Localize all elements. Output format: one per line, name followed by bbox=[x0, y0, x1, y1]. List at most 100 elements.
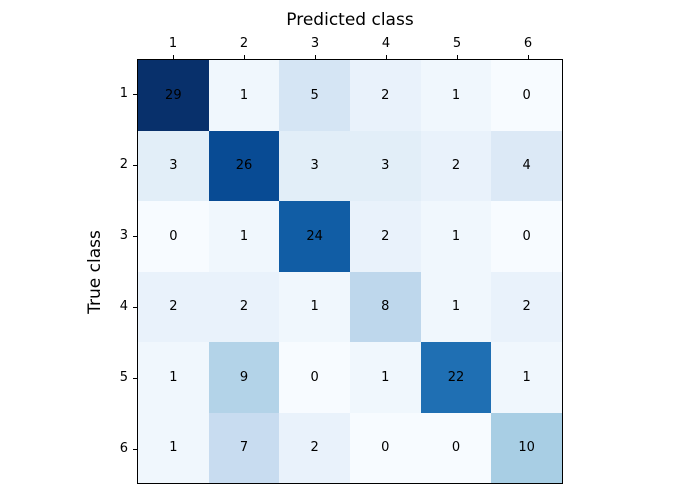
heatmap-cell-r2-c2: 26 bbox=[208, 130, 280, 201]
x-axis-title: Predicted class bbox=[286, 10, 414, 30]
cell-value: 10 bbox=[518, 440, 535, 456]
heatmap-cell-r1-c3: 5 bbox=[279, 60, 350, 131]
x-tick-label-1: 1 bbox=[168, 36, 178, 51]
y-tick-mark bbox=[133, 94, 137, 95]
heatmap-cell-r3-c3: 24 bbox=[279, 201, 350, 272]
cell-value: 0 bbox=[522, 87, 531, 103]
heatmap-cell-r3-c4: 2 bbox=[349, 201, 421, 272]
heatmap-cell-r1-c6: 0 bbox=[491, 60, 562, 131]
x-tick-label-4: 4 bbox=[381, 36, 391, 51]
heatmap-cell-r2-c3: 3 bbox=[279, 130, 350, 201]
heatmap-cell-r3-c1: 0 bbox=[138, 201, 209, 272]
cell-value: 1 bbox=[451, 228, 461, 244]
heatmap-cell-r5-c3: 0 bbox=[279, 342, 350, 413]
cell-value: 22 bbox=[447, 369, 465, 385]
heatmap-cell-r2-c5: 2 bbox=[420, 130, 492, 201]
heatmap-cell-r4-c5: 1 bbox=[420, 271, 492, 342]
heatmap-cell-r5-c4: 1 bbox=[349, 342, 421, 413]
heatmap-cell-r3-c5: 1 bbox=[420, 201, 492, 272]
cell-value: 1 bbox=[239, 228, 249, 244]
cell-value: 3 bbox=[310, 158, 319, 174]
cell-value: 0 bbox=[522, 228, 531, 244]
x-tick-mark bbox=[244, 55, 245, 59]
heatmap-cell-r5-c5: 22 bbox=[420, 342, 492, 413]
cell-value: 1 bbox=[451, 299, 461, 315]
cell-value: 2 bbox=[451, 158, 461, 174]
x-tick-label-2: 2 bbox=[239, 36, 249, 51]
heatmap-cell-r3-c2: 1 bbox=[208, 201, 280, 272]
cell-value: 24 bbox=[306, 228, 323, 244]
cell-value: 1 bbox=[451, 87, 461, 103]
y-tick-mark bbox=[133, 449, 137, 450]
heatmap-axes: 29 1 5 2 1 0 3 26 3 3 2 4 0 1 24 2 1 0 2 2 1 8 1 2 1 9 0 1 22 1 1 7 2 0 0 1… bbox=[137, 59, 563, 484]
cell-value: 0 bbox=[310, 369, 319, 385]
heatmap-cell-r6-c1: 1 bbox=[138, 412, 209, 483]
cell-value: 1 bbox=[169, 369, 178, 385]
y-tick-label-4: 4 bbox=[119, 299, 128, 314]
cell-value: 2 bbox=[310, 440, 319, 456]
y-tick-mark bbox=[133, 236, 137, 237]
cell-value: 1 bbox=[239, 87, 249, 103]
x-tick-label-3: 3 bbox=[310, 36, 320, 51]
cell-value: 9 bbox=[239, 369, 249, 385]
y-tick-label-6: 6 bbox=[119, 441, 128, 456]
heatmap-cell-r4-c4: 8 bbox=[349, 271, 421, 342]
y-tick-label-1: 1 bbox=[119, 86, 128, 101]
x-tick-mark bbox=[173, 55, 174, 59]
cell-value: 0 bbox=[169, 228, 178, 244]
heatmap-cell-r1-c1: 29 bbox=[138, 60, 209, 131]
y-tick-label-2: 2 bbox=[119, 157, 128, 172]
x-tick-mark bbox=[315, 55, 316, 59]
heatmap-cell-r6-c6: 10 bbox=[491, 412, 562, 483]
x-tick-mark bbox=[528, 55, 529, 59]
cell-value: 5 bbox=[310, 87, 319, 103]
cell-value: 2 bbox=[169, 299, 178, 315]
heatmap-cell-r6-c3: 2 bbox=[279, 412, 350, 483]
cell-value: 1 bbox=[522, 369, 531, 385]
cell-value: 0 bbox=[451, 440, 461, 456]
heatmap-cell-r4-c1: 2 bbox=[138, 271, 209, 342]
x-tick-mark bbox=[386, 55, 387, 59]
y-tick-mark bbox=[133, 165, 137, 166]
cell-value: 1 bbox=[381, 369, 390, 385]
cell-value: 1 bbox=[310, 299, 319, 315]
cell-value: 29 bbox=[165, 87, 182, 103]
heatmap-grid: 29 1 5 2 1 0 3 26 3 3 2 4 0 1 24 2 1 0 2 2 1 8 1 2 1 9 0 1 22 1 1 7 2 0 0 1… bbox=[138, 60, 562, 483]
heatmap-cell-r2-c1: 3 bbox=[138, 130, 209, 201]
heatmap-cell-r3-c6: 0 bbox=[491, 201, 562, 272]
x-tick-label-5: 5 bbox=[452, 36, 462, 51]
y-tick-mark bbox=[133, 378, 137, 379]
heatmap-cell-r6-c5: 0 bbox=[420, 412, 492, 483]
heatmap-cell-r6-c2: 7 bbox=[208, 412, 280, 483]
heatmap-cell-r5-c1: 1 bbox=[138, 342, 209, 413]
heatmap-cell-r5-c6: 1 bbox=[491, 342, 562, 413]
heatmap-cell-r2-c6: 4 bbox=[491, 130, 562, 201]
cell-value: 4 bbox=[522, 158, 531, 174]
cell-value: 2 bbox=[381, 87, 390, 103]
cell-value: 26 bbox=[235, 158, 253, 174]
cell-value: 3 bbox=[169, 158, 178, 174]
cell-value: 2 bbox=[522, 299, 531, 315]
y-tick-label-3: 3 bbox=[119, 228, 128, 243]
heatmap-cell-r1-c4: 2 bbox=[349, 60, 421, 131]
cell-value: 2 bbox=[239, 299, 249, 315]
heatmap-cell-r6-c4: 0 bbox=[349, 412, 421, 483]
heatmap-cell-r1-c5: 1 bbox=[420, 60, 492, 131]
cell-value: 0 bbox=[381, 440, 390, 456]
y-axis-title: True class bbox=[85, 230, 105, 314]
x-tick-label-6: 6 bbox=[523, 36, 533, 51]
cell-value: 2 bbox=[381, 228, 390, 244]
y-tick-label-5: 5 bbox=[119, 370, 128, 385]
heatmap-cell-r4-c6: 2 bbox=[491, 271, 562, 342]
cell-value: 1 bbox=[169, 440, 178, 456]
cell-value: 3 bbox=[381, 158, 390, 174]
x-tick-mark bbox=[457, 55, 458, 59]
heatmap-cell-r5-c2: 9 bbox=[208, 342, 280, 413]
cell-value: 7 bbox=[239, 440, 249, 456]
heatmap-cell-r1-c2: 1 bbox=[208, 60, 280, 131]
heatmap-cell-r4-c3: 1 bbox=[279, 271, 350, 342]
heatmap-cell-r4-c2: 2 bbox=[208, 271, 280, 342]
y-tick-mark bbox=[133, 307, 137, 308]
heatmap-cell-r2-c4: 3 bbox=[349, 130, 421, 201]
